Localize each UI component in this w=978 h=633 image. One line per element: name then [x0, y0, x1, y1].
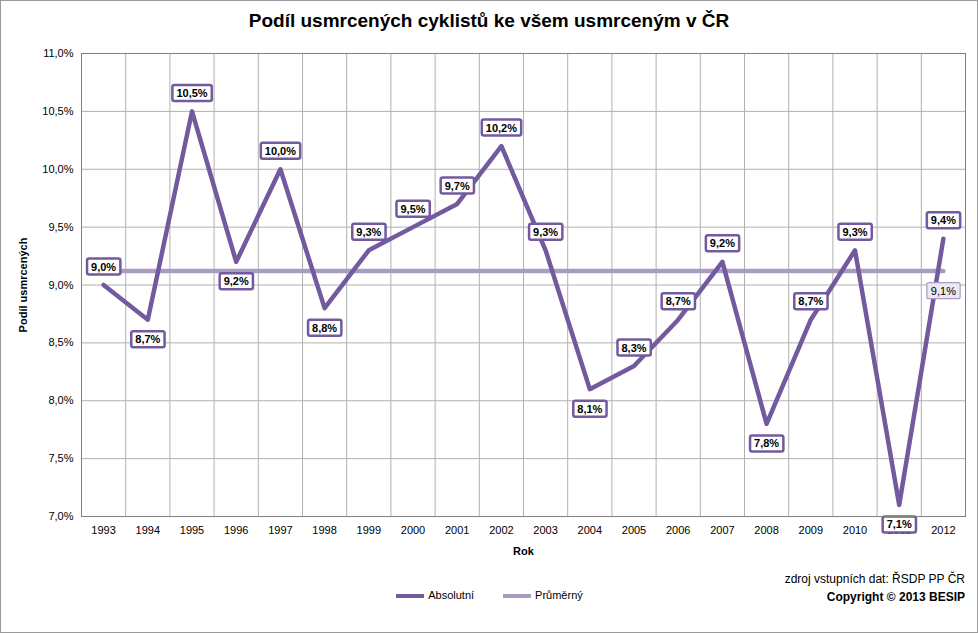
svg-text:9,3%: 9,3%: [533, 226, 558, 238]
html-text:Copyright © 2013 BESIP: Copyright © 2013 BESIP: [826, 590, 965, 604]
svg-text:2010: 2010: [843, 524, 867, 536]
svg-text:2005: 2005: [622, 524, 646, 536]
svg-text:2003: 2003: [533, 524, 557, 536]
svg-text:1993: 1993: [91, 524, 115, 536]
svg-text:1997: 1997: [268, 524, 292, 536]
svg-text:Podíl usmrcených: Podíl usmrcených: [17, 237, 29, 332]
svg-text:2007: 2007: [710, 524, 734, 536]
svg-text:1996: 1996: [224, 524, 248, 536]
svg-text:2002: 2002: [489, 524, 513, 536]
svg-text:Rok: Rok: [513, 545, 535, 557]
svg-text:8,7%: 8,7%: [666, 295, 691, 307]
svg-text:10,2%: 10,2%: [486, 122, 517, 134]
svg-text:2012: 2012: [931, 524, 955, 536]
svg-text:9,2%: 9,2%: [710, 237, 735, 249]
svg-text:10,0%: 10,0%: [265, 145, 296, 157]
svg-text:8,1%: 8,1%: [577, 403, 602, 415]
svg-text:8,7%: 8,7%: [135, 333, 160, 345]
html-text:Absolutní: Absolutní: [428, 589, 475, 602]
svg-text:2000: 2000: [401, 524, 425, 536]
svg-text:10,0%: 10,0%: [42, 163, 73, 175]
svg-text:7,0%: 7,0%: [48, 510, 73, 522]
svg-text:2001: 2001: [445, 524, 469, 536]
svg-text:2006: 2006: [666, 524, 690, 536]
svg-text:8,0%: 8,0%: [48, 394, 73, 406]
svg-text:1998: 1998: [312, 524, 336, 536]
svg-text:9,2%: 9,2%: [224, 275, 249, 287]
svg-text:7,5%: 7,5%: [48, 452, 73, 464]
html-text:zdroj vstupních dat: ŘSDP PP Č: zdroj vstupních dat: ŘSDP PP ČR: [784, 572, 965, 586]
svg-text:10,5%: 10,5%: [176, 87, 207, 99]
svg-text:9,7%: 9,7%: [445, 179, 470, 191]
svg-text:9,3%: 9,3%: [842, 226, 867, 238]
svg-text:8,5%: 8,5%: [48, 336, 73, 348]
svg-text:8,3%: 8,3%: [621, 342, 646, 354]
svg-text:9,5%: 9,5%: [400, 203, 425, 215]
svg-text:8,7%: 8,7%: [798, 295, 823, 307]
svg-text:11,0%: 11,0%: [43, 47, 74, 59]
svg-text:9,4%: 9,4%: [931, 214, 956, 226]
svg-text:1999: 1999: [357, 524, 381, 536]
svg-text:10,5%: 10,5%: [42, 105, 73, 117]
svg-text:1995: 1995: [180, 524, 204, 536]
svg-text:7,1%: 7,1%: [887, 518, 912, 530]
svg-text:7,8%: 7,8%: [754, 437, 779, 449]
svg-text:9,5%: 9,5%: [48, 221, 73, 233]
svg-text:9,3%: 9,3%: [356, 226, 381, 238]
svg-text:8,8%: 8,8%: [312, 322, 337, 334]
html-text:Průměrný: Průměrný: [535, 589, 583, 602]
svg-text:1994: 1994: [136, 524, 160, 536]
html-text:Podíl usmrcených cyklistů ke v: Podíl usmrcených cyklistů ke všem usmrce…: [248, 10, 730, 31]
svg-text:2008: 2008: [754, 524, 778, 536]
svg-text:9,0%: 9,0%: [91, 261, 116, 273]
svg-text:9,1%: 9,1%: [931, 285, 956, 297]
svg-text:9,0%: 9,0%: [48, 279, 73, 291]
svg-text:2009: 2009: [799, 524, 823, 536]
svg-text:2004: 2004: [578, 524, 602, 536]
